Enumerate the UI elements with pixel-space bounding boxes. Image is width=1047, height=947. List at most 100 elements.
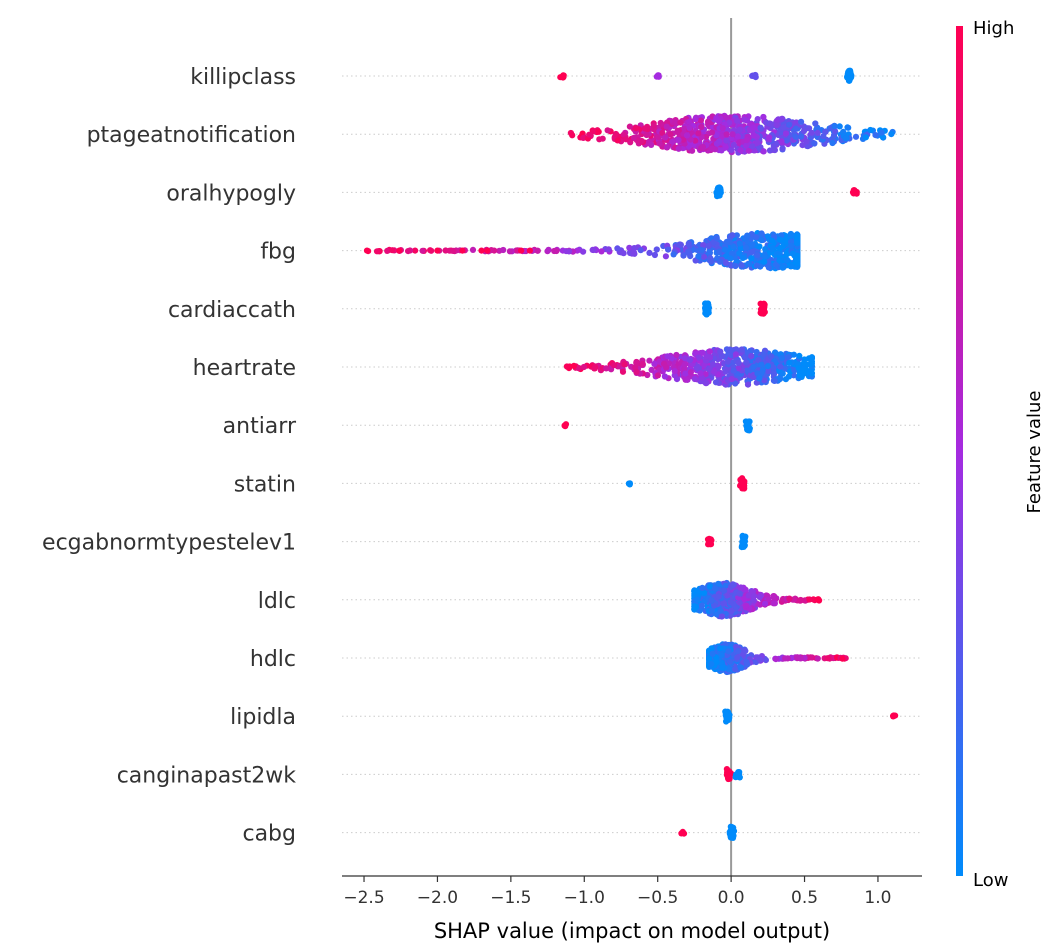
data-point (703, 379, 710, 387)
data-point (663, 123, 670, 130)
data-point (599, 135, 606, 142)
data-point (586, 131, 593, 138)
data-point (561, 422, 568, 429)
feature-row (563, 346, 816, 388)
data-point (741, 535, 748, 543)
data-point (711, 368, 718, 375)
data-point (761, 377, 768, 384)
feature-label: ecgabnormtypestelev1 (42, 531, 296, 556)
data-point (785, 354, 792, 361)
data-point (711, 585, 719, 592)
data-point (812, 120, 819, 127)
feature-label: ldlc (258, 589, 296, 614)
data-point (735, 647, 742, 655)
data-point (665, 246, 672, 253)
data-point (630, 249, 638, 256)
data-point (478, 247, 485, 254)
feature-label: oralhypogly (166, 181, 296, 206)
data-point (721, 246, 728, 253)
data-point (829, 139, 836, 147)
data-point (675, 137, 682, 144)
data-point (765, 368, 772, 375)
data-point (687, 136, 694, 143)
data-point (787, 230, 795, 238)
data-point (779, 370, 786, 377)
data-point (708, 660, 715, 668)
data-point (757, 124, 764, 131)
x-tick-label: 1.0 (864, 888, 891, 908)
data-point (719, 664, 726, 671)
data-point (814, 655, 821, 662)
data-point (847, 74, 854, 82)
colorbar-title: Feature value (1024, 391, 1045, 514)
data-point (736, 599, 743, 606)
data-point (771, 600, 779, 607)
data-point (867, 126, 874, 134)
data-point (727, 599, 734, 606)
data-point (704, 300, 712, 307)
data-point (739, 254, 746, 262)
data-point (794, 240, 801, 247)
feature-label: fbg (260, 240, 296, 265)
data-point (723, 137, 730, 144)
data-point (650, 122, 657, 129)
data-point (738, 542, 746, 549)
feature-label: ptageatnotification (87, 123, 296, 148)
data-point (734, 133, 742, 140)
data-point (715, 593, 722, 600)
feature-label: statin (234, 472, 296, 497)
data-point (878, 129, 885, 136)
data-point (732, 666, 739, 673)
data-point (722, 143, 729, 151)
data-point (565, 248, 573, 255)
data-point (713, 235, 720, 242)
data-point (773, 122, 780, 129)
data-point (797, 655, 804, 662)
data-point (595, 128, 602, 135)
data-point (750, 363, 757, 371)
data-point (484, 247, 491, 254)
data-point (733, 232, 741, 239)
data-point (741, 595, 748, 603)
data-point (888, 131, 895, 138)
data-point (795, 365, 802, 372)
data-points (363, 67, 899, 842)
data-point (744, 381, 752, 388)
data-point (754, 252, 761, 259)
data-point (734, 654, 741, 661)
data-point (614, 137, 621, 144)
data-point (743, 142, 750, 149)
data-point (772, 349, 779, 356)
data-point (752, 71, 759, 79)
data-point (807, 654, 814, 661)
data-point (732, 380, 739, 387)
data-point (756, 594, 763, 601)
data-point (736, 250, 743, 257)
data-point (722, 582, 729, 589)
data-point (469, 246, 477, 253)
data-point (725, 648, 732, 655)
data-point (749, 373, 757, 380)
data-point (738, 262, 745, 269)
data-point (725, 713, 732, 721)
data-point (719, 125, 726, 132)
data-point (782, 655, 789, 662)
data-point (786, 359, 793, 366)
data-point (591, 365, 598, 372)
data-point (655, 73, 662, 80)
data-point (637, 247, 644, 254)
data-point (729, 829, 736, 836)
data-point (620, 250, 627, 257)
data-point (839, 655, 846, 662)
data-point (706, 365, 714, 372)
data-point (639, 360, 646, 368)
data-point (518, 247, 525, 254)
data-point (691, 375, 698, 383)
data-point (730, 581, 737, 588)
data-point (769, 245, 777, 252)
data-point (741, 116, 748, 123)
data-point (699, 584, 706, 592)
data-point (715, 190, 722, 197)
data-point (789, 250, 797, 257)
data-point (750, 124, 757, 131)
